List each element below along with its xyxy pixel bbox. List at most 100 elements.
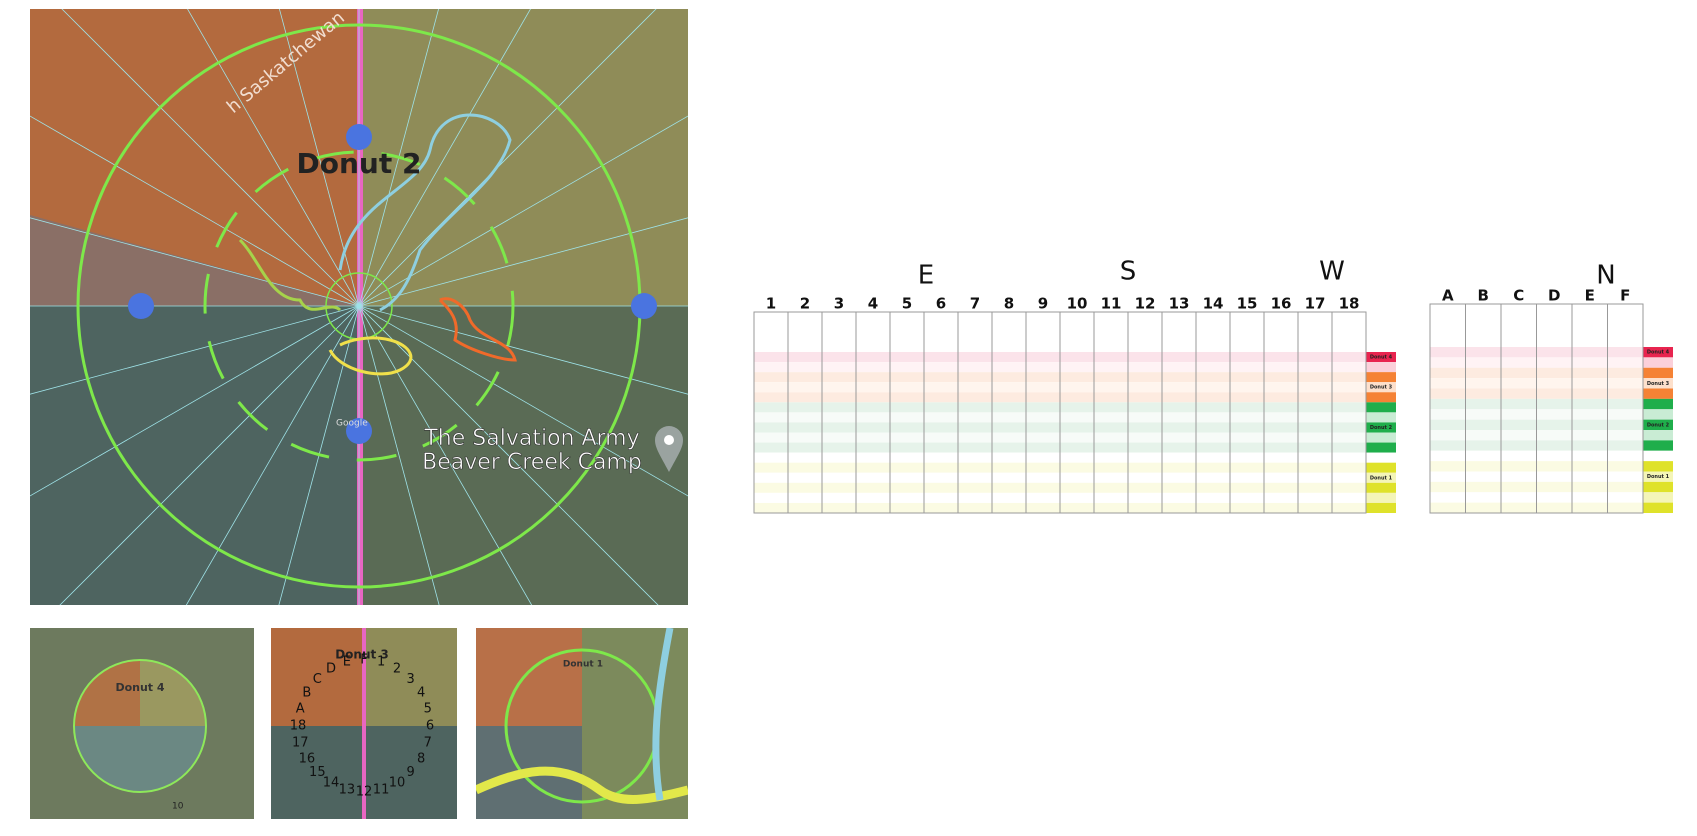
- river-trace: [338, 113, 512, 312]
- ring-label: B: [302, 686, 311, 701]
- column-label: F: [1620, 287, 1630, 305]
- legend-swatch: [1643, 430, 1673, 441]
- ring-label: F: [360, 653, 367, 668]
- trail: [476, 766, 688, 804]
- column-label: 16: [1271, 295, 1292, 313]
- column-label: 6: [936, 295, 946, 313]
- wedge: [364, 628, 457, 726]
- trail-yellow: [328, 336, 413, 376]
- column-label: C: [1513, 287, 1524, 305]
- ring-label: 9: [407, 765, 415, 780]
- ray: [30, 217, 360, 307]
- ray: [358, 305, 440, 605]
- place-label: Beaver Creek Camp: [422, 450, 642, 475]
- wedge: [74, 660, 140, 726]
- wedge-top-right: [359, 9, 688, 306]
- legend-label: Donut 4: [1647, 350, 1670, 356]
- ray: [358, 305, 659, 605]
- legend-swatch: [1643, 492, 1673, 503]
- column-label: 8: [1004, 295, 1014, 313]
- ring-label: 17: [292, 736, 309, 751]
- legend-swatch: [1643, 409, 1673, 420]
- main-map: h Saskatchewan Donut 2 Google The Salvat…: [30, 9, 688, 605]
- legend-swatch: [1643, 450, 1673, 462]
- ray: [59, 305, 360, 605]
- ray: [358, 115, 688, 307]
- map-pin: [655, 426, 683, 472]
- legend-swatch: [1643, 347, 1673, 358]
- ring-label: E: [343, 655, 351, 670]
- ray: [279, 9, 360, 307]
- marker-dot: [346, 124, 372, 150]
- wedge: [271, 628, 364, 726]
- column-label: 9: [1038, 295, 1048, 313]
- legend-label: Donut 1: [1370, 475, 1393, 481]
- column-label: 1: [766, 295, 776, 313]
- legend-label: Donut 4: [1370, 355, 1393, 361]
- legend-swatch: [1643, 378, 1673, 389]
- table-border: [753, 311, 1367, 514]
- ray: [358, 305, 688, 497]
- legend-swatch: [1366, 422, 1396, 433]
- ring-label: 14: [323, 776, 340, 791]
- column-label: 4: [868, 295, 878, 313]
- legend-label: Donut 3: [1370, 385, 1393, 391]
- legend-swatch: [1643, 357, 1673, 368]
- legend-swatch: [1643, 367, 1673, 379]
- ring-label: A: [296, 701, 305, 716]
- ray: [30, 305, 360, 395]
- thumb-title: Donut 1: [563, 660, 603, 670]
- legend-swatch: [1366, 472, 1396, 483]
- river: [652, 628, 674, 801]
- legend-swatch: [1643, 388, 1673, 399]
- ring-label: 4: [417, 686, 425, 701]
- column-label: E: [1585, 287, 1595, 305]
- ring-label: 10: [389, 776, 406, 791]
- ring-label: C: [313, 672, 322, 687]
- column-label: 11: [1101, 295, 1122, 313]
- legend-swatch: [1366, 352, 1396, 363]
- ray: [358, 217, 688, 307]
- trail-green: [238, 238, 342, 312]
- legend-label: Donut 1: [1647, 474, 1670, 480]
- ring-label: 16: [299, 752, 316, 767]
- legend-swatch: [1366, 372, 1396, 383]
- ray: [187, 9, 360, 307]
- column-label: 7: [970, 295, 980, 313]
- ray: [358, 9, 657, 307]
- thumbnail-1: Donut 4 10: [30, 628, 254, 819]
- attribution: Google: [336, 419, 368, 429]
- ring-label: 13: [339, 782, 356, 797]
- wedge-bottom-left: [30, 306, 359, 605]
- wedge-bottom-right: [359, 306, 688, 605]
- ring-label: 5: [424, 701, 432, 716]
- legend-swatch: [1643, 419, 1673, 430]
- legend-label: Donut 3: [1647, 381, 1670, 387]
- ring-label: 11: [373, 782, 390, 797]
- corner-label: 10: [172, 802, 184, 812]
- ray: [185, 305, 360, 605]
- wedge-grey: [30, 215, 359, 306]
- wedge: [74, 726, 206, 792]
- ring: [73, 659, 207, 793]
- legend-swatch: [1643, 398, 1673, 410]
- legend-swatch: [1643, 440, 1673, 451]
- ray: [30, 305, 360, 497]
- legend-label: Donut 2: [1647, 422, 1670, 428]
- table-border: [1429, 303, 1644, 514]
- thumb-title: Donut 3: [335, 648, 389, 662]
- thumb-title: Donut 4: [115, 681, 164, 694]
- direction-label: S: [1120, 257, 1137, 287]
- column-label: 17: [1305, 295, 1326, 313]
- legend-swatch: [1366, 442, 1396, 453]
- column-label: A: [1442, 287, 1454, 305]
- legend-swatch: [1366, 382, 1396, 393]
- legend-label: Donut 2: [1370, 425, 1393, 431]
- direction-label: N: [1596, 261, 1615, 291]
- ray: [358, 9, 531, 307]
- ring-label: 3: [407, 672, 415, 687]
- legend-swatch: [1366, 402, 1396, 413]
- column-label: 2: [800, 295, 810, 313]
